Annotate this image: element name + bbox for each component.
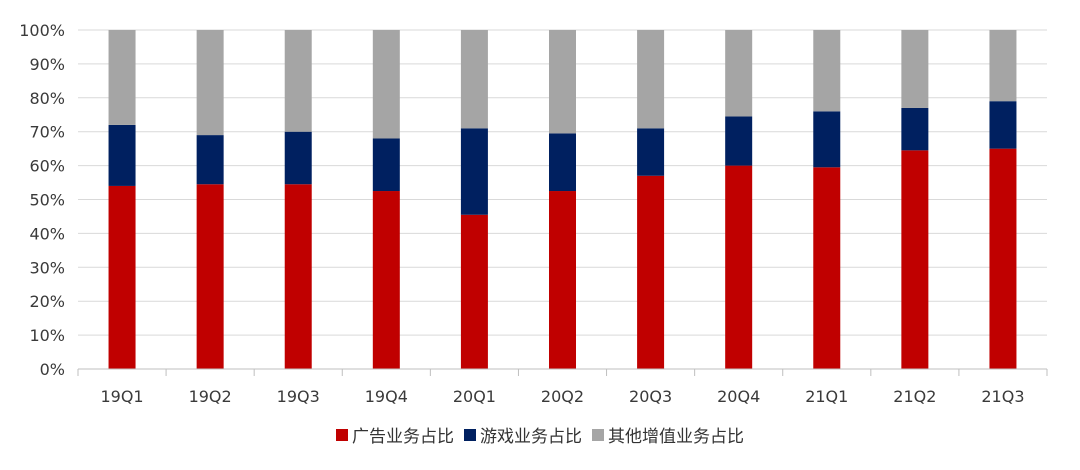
bar-segment-series-1: [108, 124, 136, 186]
bar-segment-series-1: [196, 135, 224, 185]
x-tick-label: 19Q1: [100, 387, 143, 406]
legend-swatch-other: [592, 428, 604, 441]
x-tick-label: 21Q3: [981, 387, 1024, 406]
y-tick-label: 50%: [29, 191, 65, 210]
x-axis: 19Q1 19Q2 19Q3 19Q4 20Q1 20Q2 20Q3 20Q4 21Q1 21Q2…: [77, 368, 1048, 406]
bar-segment-series-0: [813, 167, 841, 369]
bar-segment-series-2: [813, 30, 841, 112]
y-tick-label: 40%: [29, 224, 65, 243]
bar-segment-series-2: [549, 30, 576, 134]
bar-segment-series-0: [284, 184, 312, 369]
bar-segment-series-1: [901, 107, 929, 151]
bar-segment-series-0: [637, 175, 665, 369]
bar-segment-series-1: [637, 128, 665, 176]
bar-segment-series-1: [372, 138, 400, 192]
x-tick-label: 20Q3: [629, 387, 672, 406]
bar-segment-series-2: [989, 30, 1017, 102]
x-tick-label: 19Q3: [277, 387, 320, 406]
x-tick-label: 20Q1: [453, 387, 496, 406]
legend-item-ads: 广告业务占比: [336, 422, 454, 447]
y-tick-label: 20%: [29, 292, 65, 311]
bar-segment-series-2: [372, 30, 400, 139]
bar-segment-series-0: [549, 191, 576, 369]
legend: 广告业务占比 游戏业务占比 其他增值业务占比: [0, 422, 1080, 447]
y-tick-label: 80%: [29, 89, 65, 108]
y-tick-label: 10%: [29, 326, 65, 345]
x-tick-label: 20Q4: [717, 387, 760, 406]
y-tick-label: 90%: [29, 55, 65, 74]
y-tick-label: 100%: [19, 21, 65, 40]
legend-label-ads: 广告业务占比: [352, 427, 454, 447]
bar-segment-series-2: [460, 30, 488, 129]
x-tick-label: 20Q2: [541, 387, 584, 406]
bar-segment-series-0: [725, 165, 753, 369]
legend-item-games: 游戏业务占比: [464, 422, 582, 447]
bar-segment-series-2: [108, 30, 136, 125]
legend-label-other: 其他增值业务占比: [608, 427, 744, 447]
legend-swatch-ads: [336, 428, 348, 441]
legend-item-other: 其他增值业务占比: [592, 422, 744, 447]
x-tick-label: 19Q2: [189, 387, 232, 406]
bar-segment-series-0: [372, 191, 400, 369]
legend-label-games: 游戏业务占比: [480, 427, 582, 447]
x-tick-label: 21Q2: [893, 387, 936, 406]
bar-segment-series-1: [989, 101, 1017, 149]
bar-segment-series-0: [989, 148, 1017, 369]
y-tick-label: 70%: [29, 123, 65, 142]
y-tick-label: 0%: [40, 360, 65, 379]
bar-segment-series-0: [108, 185, 136, 369]
y-axis: 0% 10% 20% 30% 40% 50% 60% 70% 80% 90% 100%: [19, 21, 65, 379]
bar-segment-series-1: [284, 131, 312, 185]
legend-swatch-games: [464, 428, 476, 441]
bar-segment-series-2: [196, 30, 224, 136]
bar-segment-series-2: [901, 30, 929, 108]
x-tick-label: 19Q4: [365, 387, 408, 406]
bar-segment-series-1: [549, 133, 576, 192]
bar-segment-series-2: [284, 30, 312, 132]
bar-segment-series-2: [637, 30, 665, 129]
bar-segment-series-0: [196, 184, 224, 369]
x-tick-label: 21Q1: [805, 387, 848, 406]
y-tick-label: 30%: [29, 258, 65, 277]
y-tick-label: 60%: [29, 157, 65, 176]
bar-segment-series-0: [901, 150, 929, 369]
bar-segment-series-0: [460, 214, 488, 369]
bar-segment-series-1: [813, 111, 841, 168]
bar-segment-series-1: [460, 128, 488, 215]
bar-segment-series-2: [725, 30, 753, 117]
bar-segment-series-1: [725, 116, 753, 166]
bars-group: [108, 30, 1017, 369]
